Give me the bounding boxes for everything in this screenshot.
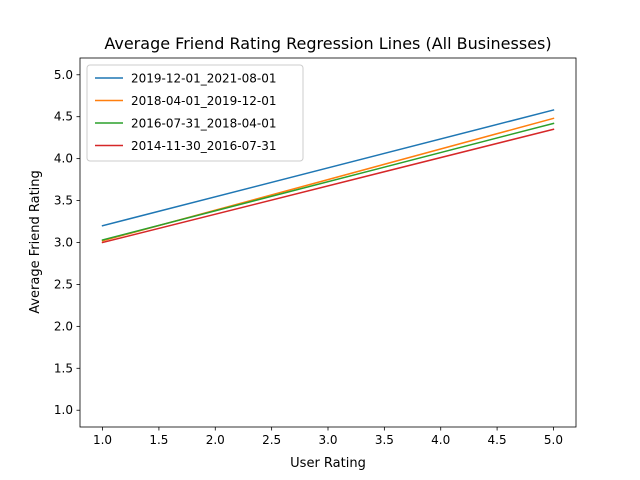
x-tick-label: 3.0	[318, 433, 337, 447]
series-line-1	[101, 109, 555, 227]
legend-label-1: 2019-12-01_2021-08-01	[131, 72, 276, 86]
x-axis-label: User Rating	[290, 456, 366, 471]
x-tick-label: 2.5	[262, 433, 281, 447]
chart-title: Average Friend Rating Regression Lines (…	[104, 34, 551, 53]
x-tick-label: 3.5	[375, 433, 394, 447]
legend: 2019-12-01_2021-08-01 2018-04-01_2019-12-…	[86, 64, 304, 162]
y-tick-label: 3.5	[54, 194, 73, 208]
series-line-3	[101, 122, 555, 241]
y-tick-label: 4.5	[54, 110, 73, 124]
legend-label-4: 2014-11-30_2016-07-31	[131, 139, 276, 153]
x-tick-label: 4.5	[488, 433, 507, 447]
y-tick-label: 2.0	[54, 319, 73, 333]
x-tick-label: 4.0	[431, 433, 450, 447]
y-axis-label: Average Friend Rating	[28, 170, 43, 314]
x-tick-label: 1.5	[149, 433, 168, 447]
y-tick-label: 3.0	[54, 236, 73, 250]
x-tick-label: 5.0	[544, 433, 563, 447]
y-tick-label: 1.0	[54, 403, 73, 417]
legend-frame	[86, 64, 304, 162]
y-tick-label: 4.0	[54, 152, 73, 166]
y-tick-label: 1.5	[54, 361, 73, 375]
plot-area: 1.0 1.5 2.0 2.5 3.0 3.5 4.0 4.5 5.0 1.0 1.5 2.0 2.5 3…	[54, 57, 577, 447]
x-tick-label: 1.0	[93, 433, 112, 447]
series-line-4	[101, 128, 555, 244]
y-tick-label: 5.0	[54, 68, 73, 82]
x-tick-label: 2.0	[206, 433, 225, 447]
legend-label-2: 2018-04-01_2019-12-01	[131, 94, 276, 108]
legend-label-3: 2016-07-31_2018-04-01	[131, 117, 276, 131]
y-tick-label: 2.5	[54, 277, 73, 291]
